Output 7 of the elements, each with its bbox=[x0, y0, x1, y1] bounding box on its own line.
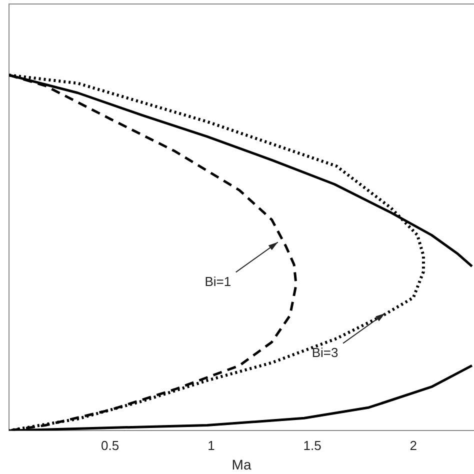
x-tick-label: 1 bbox=[208, 438, 215, 453]
x-axis-title: Ma bbox=[232, 456, 252, 472]
x-tick-label: 2 bbox=[410, 438, 417, 453]
annotation: Bi=1 bbox=[204, 274, 232, 289]
x-tick-label: 1.5 bbox=[303, 438, 322, 453]
x-tick-label: 0.5 bbox=[101, 438, 120, 453]
annotation: Bi=3 bbox=[312, 344, 338, 360]
